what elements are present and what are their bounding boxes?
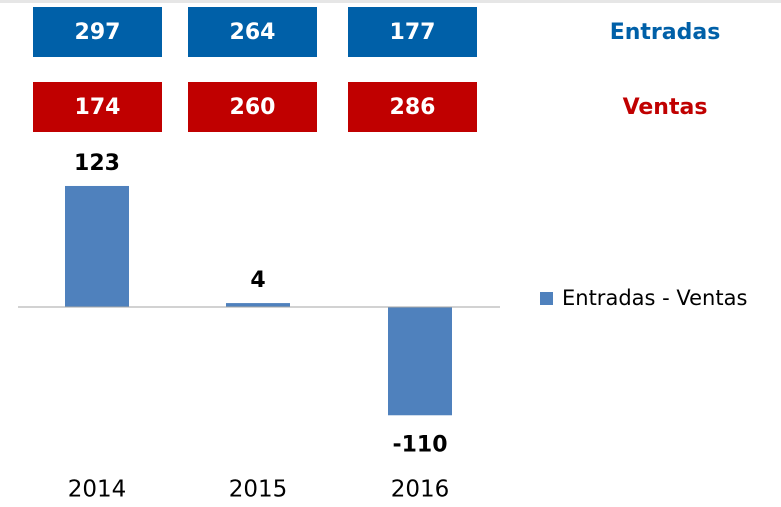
- summary-value: 177: [390, 20, 436, 45]
- summary-value: 174: [75, 95, 121, 120]
- summary-box: [33, 7, 162, 57]
- summary-box: [348, 7, 477, 57]
- x-tick-label: 2014: [68, 477, 127, 503]
- bar: [388, 307, 452, 416]
- data-label: -110: [392, 432, 447, 457]
- summary-box: [188, 7, 317, 57]
- x-tick-label: 2016: [391, 477, 450, 503]
- summary-value: 264: [230, 20, 276, 45]
- bar: [65, 185, 129, 308]
- summary-value: 286: [390, 95, 436, 120]
- x-tick-label: 2015: [229, 477, 288, 503]
- summary-box: [33, 82, 162, 132]
- legend-label: Entradas - Ventas: [562, 286, 747, 310]
- top-strip: [0, 0, 781, 3]
- data-label: 123: [74, 151, 120, 176]
- summary-box: [188, 82, 317, 132]
- bar: [226, 303, 290, 308]
- summary-value: 260: [230, 95, 276, 120]
- summary-box: [348, 82, 477, 132]
- summary-label: Entradas: [610, 20, 721, 45]
- legend-swatch: [540, 292, 553, 305]
- data-label: 4: [250, 268, 265, 293]
- summary-value: 297: [75, 20, 121, 45]
- summary-label: Ventas: [623, 95, 708, 120]
